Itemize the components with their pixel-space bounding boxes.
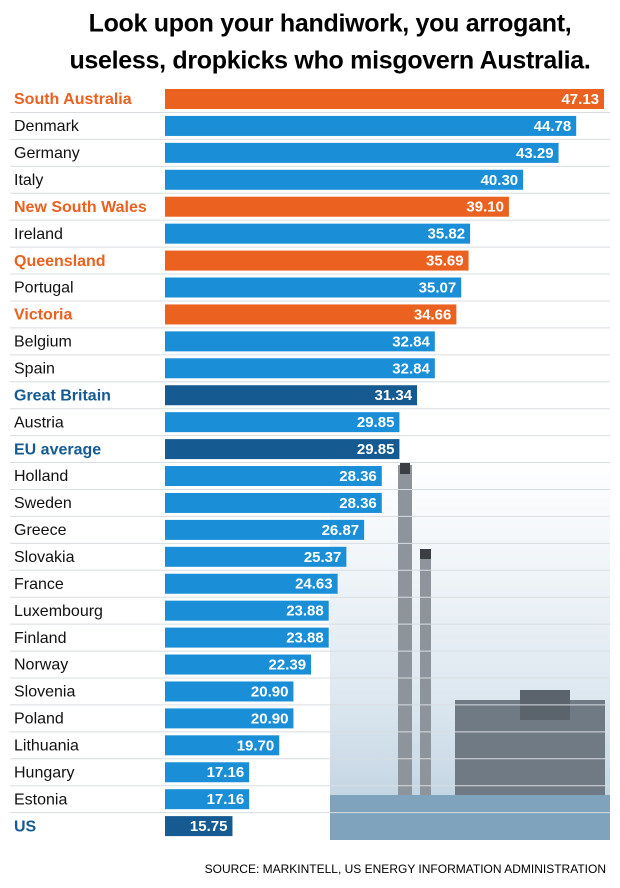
category-label: Queensland [14, 253, 106, 270]
bar [165, 735, 280, 756]
value-label: 20.90 [251, 710, 289, 727]
category-label: US [14, 818, 37, 835]
value-label: 29.85 [357, 441, 395, 458]
category-label: Poland [14, 711, 64, 728]
category-label: Norway [14, 657, 68, 674]
category-label: Lithuania [14, 738, 79, 755]
bar [165, 762, 250, 783]
category-label: Luxembourg [14, 603, 103, 620]
category-label: Spain [14, 361, 55, 378]
bar [165, 492, 382, 513]
category-label: Sweden [14, 495, 72, 512]
value-label: 32.84 [392, 333, 430, 350]
bar [165, 223, 471, 244]
bar [165, 196, 509, 217]
value-label: 47.13 [561, 91, 599, 108]
value-label: 43.29 [516, 145, 554, 162]
value-label: 28.36 [339, 495, 377, 512]
chart-title: Look upon your handiwork, you arrogant, [89, 10, 572, 38]
value-label: 23.88 [286, 630, 324, 647]
category-label: Austria [14, 414, 64, 431]
category-label: Belgium [14, 334, 72, 351]
bar [165, 331, 435, 352]
bar [165, 816, 233, 837]
bar [165, 654, 312, 675]
category-label: Great Britain [14, 387, 111, 404]
bar [165, 358, 435, 379]
bar [165, 789, 250, 810]
value-label: 39.10 [466, 199, 504, 216]
value-label: 44.78 [534, 118, 572, 135]
source-note: SOURCE: MARKINTELL, US ENERGY INFORMATIO… [205, 862, 606, 876]
value-label: 40.30 [481, 172, 519, 189]
value-label: 17.16 [207, 791, 245, 808]
category-label: Ireland [14, 226, 63, 243]
category-label: Germany [14, 145, 80, 162]
bar [165, 519, 365, 540]
bar [165, 142, 559, 163]
bar [165, 466, 382, 487]
category-label: Greece [14, 522, 67, 539]
category-label: South Australia [14, 91, 132, 108]
category-label: Italy [14, 172, 43, 189]
value-label: 20.90 [251, 683, 289, 700]
bar [165, 277, 462, 298]
chart-title: useless, dropkicks who misgovern Austral… [69, 47, 590, 75]
bar [165, 89, 605, 109]
value-label: 24.63 [295, 576, 333, 593]
value-label: 29.85 [357, 414, 395, 431]
bar [165, 304, 457, 325]
bar [165, 708, 294, 729]
value-label: 32.84 [392, 360, 430, 377]
value-label: 15.75 [190, 818, 228, 835]
value-label: 25.37 [304, 549, 342, 566]
bar [165, 115, 577, 136]
value-label: 31.34 [375, 387, 413, 404]
value-label: 35.82 [428, 226, 466, 243]
category-label: France [14, 576, 64, 593]
category-label: Denmark [14, 118, 80, 135]
value-label: 23.88 [286, 603, 324, 620]
bar [165, 627, 329, 648]
bar [165, 681, 294, 702]
value-label: 22.39 [269, 656, 307, 673]
category-label: Finland [14, 630, 66, 647]
category-label: Victoria [14, 307, 73, 324]
value-label: 19.70 [237, 737, 275, 754]
category-label: New South Wales [14, 199, 147, 216]
value-label: 26.87 [322, 522, 360, 539]
value-label: 35.07 [419, 279, 457, 296]
value-label: 34.66 [414, 306, 452, 323]
bar [165, 546, 347, 567]
value-label: 35.69 [426, 253, 464, 270]
category-label: Estonia [14, 791, 67, 808]
category-label: EU average [14, 441, 101, 458]
bar [165, 385, 418, 406]
category-label: Slovakia [14, 549, 75, 566]
bar [165, 412, 400, 433]
value-label: 17.16 [207, 764, 245, 781]
category-label: Portugal [14, 280, 74, 297]
bar [165, 250, 469, 271]
category-label: Hungary [14, 764, 74, 781]
bar [165, 600, 329, 621]
category-label: Holland [14, 468, 68, 485]
category-label: Slovenia [14, 684, 75, 701]
bar [165, 169, 524, 190]
value-label: 28.36 [339, 468, 377, 485]
bar [165, 573, 338, 594]
bar [165, 439, 400, 460]
